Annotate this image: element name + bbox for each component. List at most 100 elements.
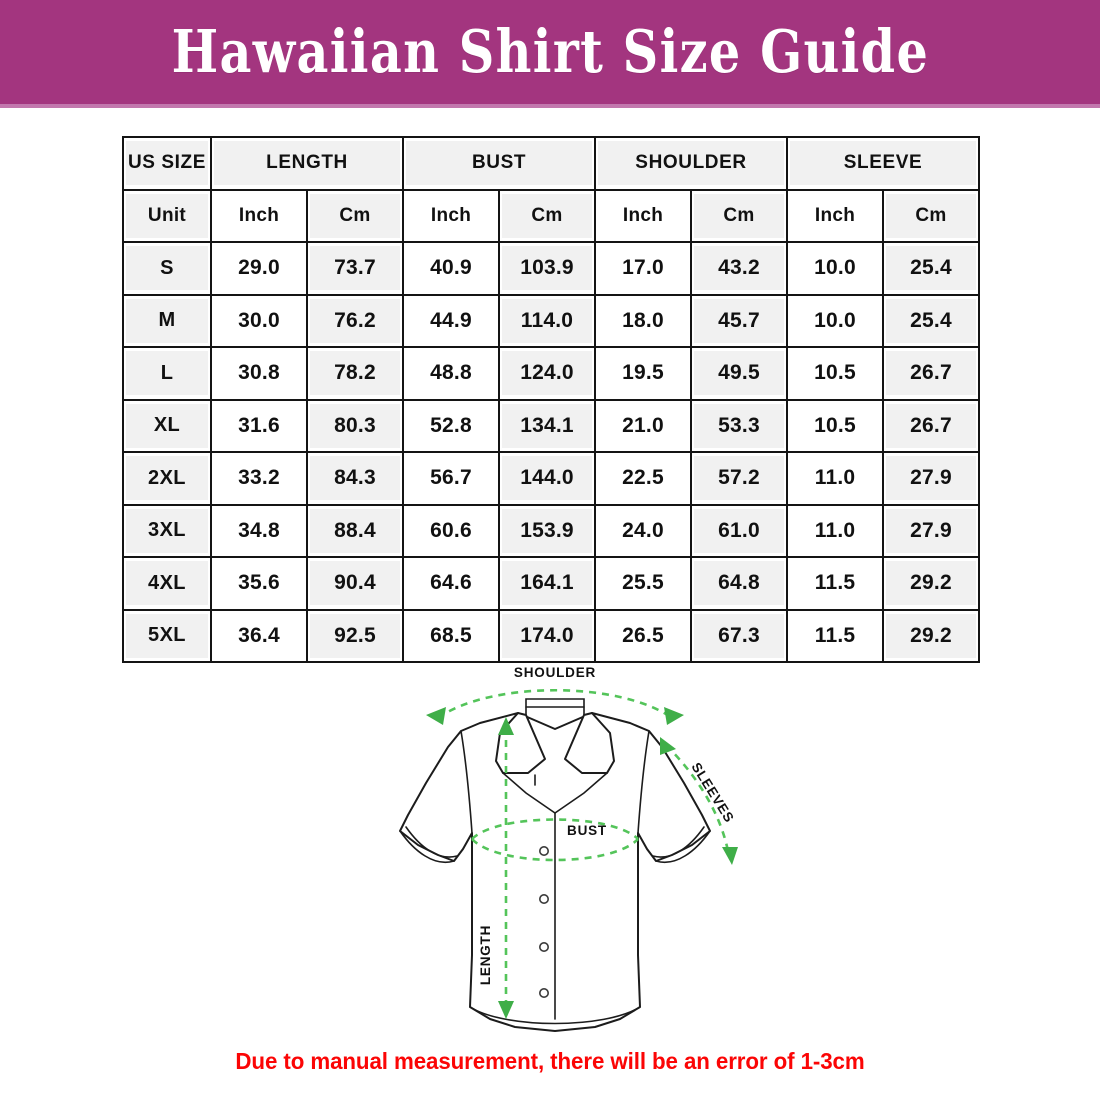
row-value-cell: 44.9: [402, 293, 500, 348]
group-header-length: LENGTH: [210, 136, 404, 191]
row-value-cell: 52.8: [402, 398, 500, 453]
cell-value: 27.9: [886, 508, 977, 553]
bust-measure-line: [471, 838, 639, 862]
unit-header-unit-label: Unit: [126, 193, 208, 238]
cell-value: 174.0: [502, 613, 592, 658]
unit-header-sleeve-inch: Inch: [786, 188, 885, 243]
cell-value: 80.3: [310, 403, 400, 448]
header-banner: Hawaiian Shirt Size Guide: [0, 0, 1100, 104]
shoulder-arrow-right: [664, 707, 684, 725]
cell-value: 45.7: [694, 298, 785, 343]
bust-measure-line-top: [471, 818, 639, 840]
unit-header-length-inch-label: Inch: [238, 204, 280, 226]
size-chart-table: US SIZE LENGTH BUST SHOULDER SLEEVE Unit…: [122, 136, 981, 663]
cell-value: 44.9: [430, 308, 472, 332]
cell-value: 64.8: [694, 561, 785, 606]
cell-value: 49.5: [694, 351, 785, 396]
row-value-cell: 11.5: [786, 556, 885, 611]
row-value-cell: 21.0: [594, 398, 692, 453]
row-value-cell: 57.2: [689, 451, 789, 506]
cell-value: 43.2: [694, 246, 785, 291]
shirt-measurement-diagram: SHOULDER SLEEVES BUST LENGTH: [330, 655, 780, 1045]
cell-value: 24.0: [622, 518, 664, 542]
shoulder-arrow-left: [426, 707, 446, 725]
table-row: L 30.8 78.2 48.8 124.0 19.5 49.5 10.5 26.7: [122, 346, 981, 401]
unit-header-bust-cm: Cm: [498, 188, 596, 243]
cell-value: 64.6: [430, 571, 472, 595]
cell-value: 92.5: [310, 613, 400, 658]
row-size-cell: 2XL: [122, 451, 212, 506]
row-size-cell: S: [122, 241, 212, 296]
cell-value: 22.5: [622, 466, 664, 490]
cell-value: 124.0: [502, 351, 592, 396]
row-value-cell: 19.5: [594, 346, 692, 401]
table-group-header-row: US SIZE LENGTH BUST SHOULDER SLEEVE: [122, 136, 981, 191]
group-header-shoulder-label: SHOULDER: [598, 141, 785, 186]
row-size-cell: M: [122, 293, 212, 348]
cell-value: 25.4: [886, 246, 977, 291]
cell-value: 67.3: [694, 613, 785, 658]
measurement-disclaimer: Due to manual measurement, there will be…: [235, 1048, 865, 1074]
row-size-cell: 4XL: [122, 556, 212, 611]
cell-value: 52.8: [430, 413, 472, 437]
row-value-cell: 56.7: [402, 451, 500, 506]
row-value-cell: 80.3: [306, 398, 404, 453]
row-size-cell: 5XL: [122, 608, 212, 663]
shoulder-measure-label: SHOULDER: [514, 665, 596, 680]
cell-value: 48.8: [430, 361, 472, 385]
row-value-cell: 29.0: [210, 241, 308, 296]
cell-value: 34.8: [238, 518, 280, 542]
cell-value: 60.6: [430, 518, 472, 542]
cell-value: 21.0: [622, 413, 664, 437]
cell-value: 114.0: [502, 298, 592, 343]
shirt-button: [539, 894, 550, 905]
cell-value: 153.9: [502, 508, 592, 553]
row-value-cell: 29.2: [882, 608, 981, 663]
unit-header-unit: Unit: [122, 188, 212, 243]
length-measure-label: LENGTH: [478, 925, 493, 985]
row-value-cell: 49.5: [689, 346, 789, 401]
row-value-cell: 153.9: [498, 503, 596, 558]
cell-value: 27.9: [886, 456, 977, 501]
shoulder-measure-line: [437, 689, 673, 720]
cell-value: 68.5: [430, 623, 472, 647]
cell-value: 33.2: [238, 466, 280, 490]
table-row: M 30.0 76.2 44.9 114.0 18.0 45.7 10.0 25.4: [122, 293, 981, 348]
table-row: 3XL 34.8 88.4 60.6 153.9 24.0 61.0 11.0 27.9: [122, 503, 981, 558]
cell-value: 30.8: [238, 361, 280, 385]
cell-value: M: [126, 298, 208, 343]
cell-value: 25.4: [886, 298, 977, 343]
unit-header-length-inch: Inch: [210, 188, 308, 243]
table-row: 5XL 36.4 92.5 68.5 174.0 26.5 67.3 11.5 29.2: [122, 608, 981, 663]
unit-header-shoulder-inch-label: Inch: [622, 204, 664, 226]
cell-value: 17.0: [622, 256, 664, 280]
cell-value: XL: [126, 403, 208, 448]
row-value-cell: 103.9: [498, 241, 596, 296]
unit-header-bust-cm-label: Cm: [502, 193, 592, 238]
cell-value: 11.0: [814, 466, 856, 490]
row-value-cell: 30.8: [210, 346, 308, 401]
table-row: 4XL 35.6 90.4 64.6 164.1 25.5 64.8 11.5 29.2: [122, 556, 981, 611]
row-value-cell: 27.9: [882, 451, 981, 506]
cell-value: 10.5: [814, 361, 856, 385]
cell-value: 29.0: [238, 256, 280, 280]
size-chart-body: S 29.0 73.7 40.9 103.9 17.0 43.2 10.0 25.4 M 30.0 7…: [122, 241, 981, 663]
cell-value: 3XL: [126, 508, 208, 553]
unit-header-sleeve-inch-label: Inch: [814, 204, 856, 226]
sleeves-measure-line: [665, 744, 730, 852]
row-value-cell: 26.5: [594, 608, 692, 663]
group-header-us-size-label: US SIZE: [126, 141, 208, 186]
row-value-cell: 25.4: [882, 293, 981, 348]
row-value-cell: 88.4: [306, 503, 404, 558]
cell-value: 4XL: [126, 561, 208, 606]
cell-value: 30.0: [238, 308, 280, 332]
table-row: XL 31.6 80.3 52.8 134.1 21.0 53.3 10.5 26.7: [122, 398, 981, 453]
cell-value: 26.5: [622, 623, 664, 647]
cell-value: 76.2: [310, 298, 400, 343]
row-value-cell: 10.5: [786, 398, 885, 453]
cell-value: S: [126, 246, 208, 291]
unit-header-sleeve-cm: Cm: [882, 188, 981, 243]
row-value-cell: 26.7: [882, 346, 981, 401]
row-value-cell: 36.4: [210, 608, 308, 663]
unit-header-sleeve-cm-label: Cm: [886, 193, 977, 238]
